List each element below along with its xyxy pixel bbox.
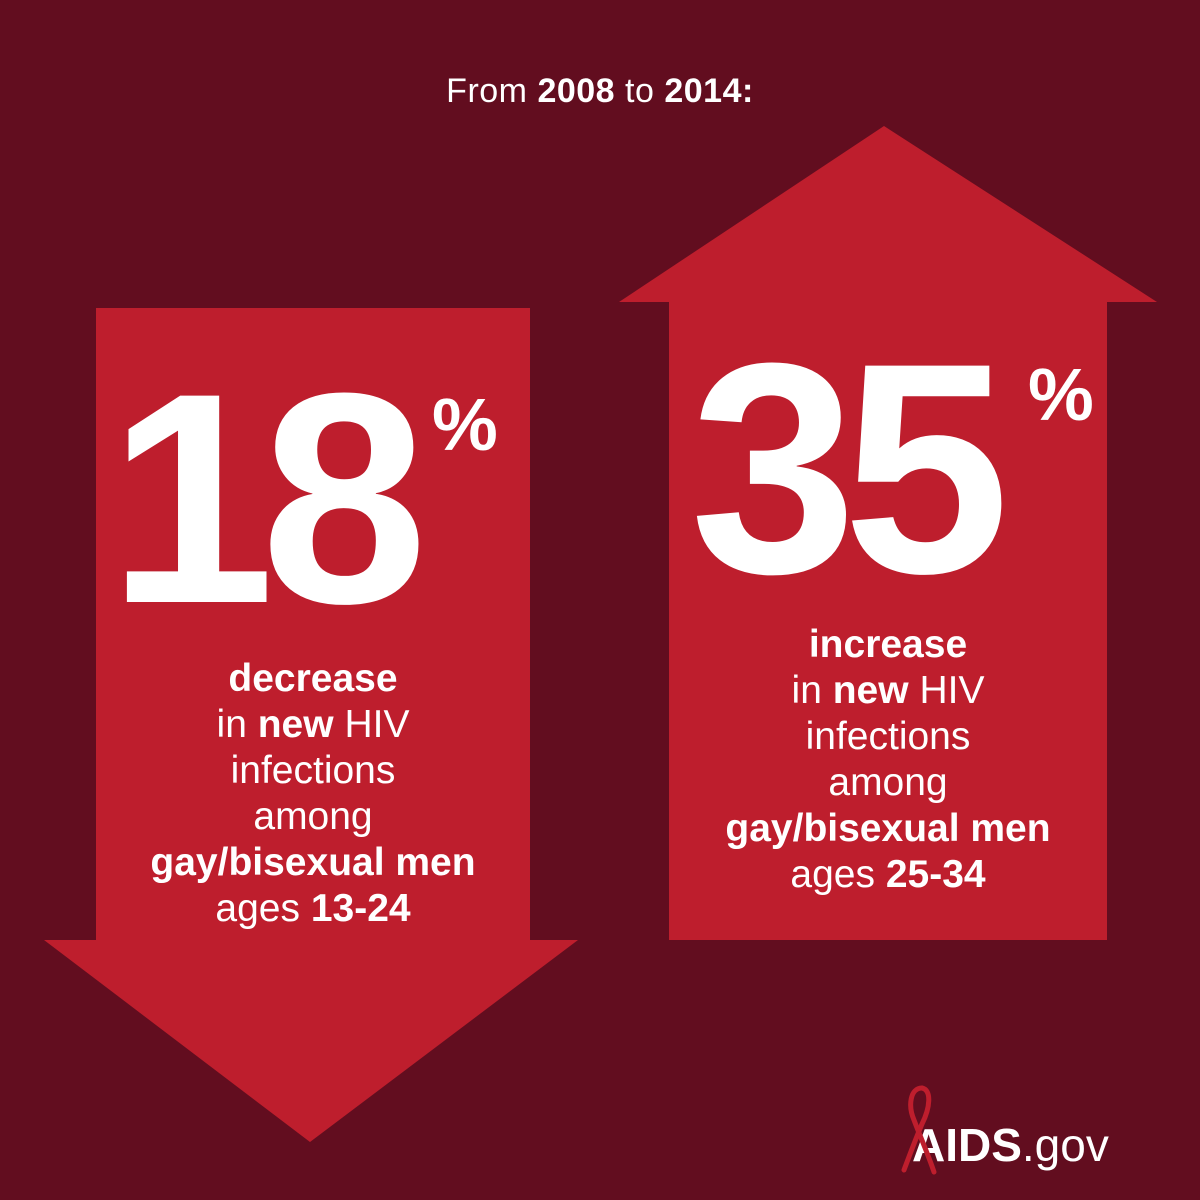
header-year-start: 2008 — [537, 72, 616, 110]
left-stat-number: 18 — [108, 330, 428, 666]
date-range-header: From 2008 to 2014: — [0, 72, 1200, 111]
aids-gov-logo: AIDS.gov — [901, 1085, 1109, 1175]
logo-domain: .gov — [1021, 1119, 1109, 1171]
left-desc-line2-post: HIV — [344, 703, 410, 746]
header-prefix: From — [446, 72, 528, 110]
left-desc-line6: ages 13-24 — [96, 886, 530, 932]
right-desc-line2-pre: in — [791, 669, 822, 712]
left-stat-description: decrease in new HIV infections among gay… — [96, 656, 530, 932]
left-desc-line3: infections — [230, 749, 396, 792]
left-desc-line1: decrease — [228, 657, 398, 700]
right-stat-number: 35 — [690, 300, 1010, 636]
right-desc-line2-bold: new — [832, 669, 909, 712]
left-desc-line2-bold: new — [257, 703, 334, 746]
left-desc-line2-pre: in — [216, 703, 247, 746]
right-desc-line1: increase — [808, 623, 968, 666]
left-desc-line2: in new HIV — [96, 702, 530, 748]
right-desc-line2: in new HIV — [669, 668, 1107, 714]
right-desc-line5: gay/bisexual men — [725, 807, 1051, 850]
header-year-end: 2014: — [664, 72, 754, 110]
left-stat-percent: % — [432, 383, 498, 466]
right-desc-line2-post: HIV — [919, 669, 985, 712]
left-desc-line6-bold: 13-24 — [310, 887, 411, 930]
right-desc-line6: ages 25-34 — [669, 852, 1107, 898]
right-desc-line4: among — [828, 761, 948, 804]
right-stat-description: increase in new HIV infections among gay… — [669, 622, 1107, 898]
right-desc-line6-pre: ages — [790, 853, 875, 896]
left-desc-line4: among — [253, 795, 373, 838]
right-stat-percent: % — [1028, 353, 1094, 436]
left-desc-line6-pre: ages — [215, 887, 300, 930]
down-arrow-shape — [44, 308, 578, 1142]
up-arrow-shape — [619, 126, 1157, 940]
left-desc-line5: gay/bisexual men — [150, 841, 476, 884]
right-desc-line6-bold: 25-34 — [885, 853, 986, 896]
right-desc-line3: infections — [805, 715, 971, 758]
header-connector: to — [625, 72, 655, 110]
red-ribbon-icon — [901, 1085, 937, 1175]
